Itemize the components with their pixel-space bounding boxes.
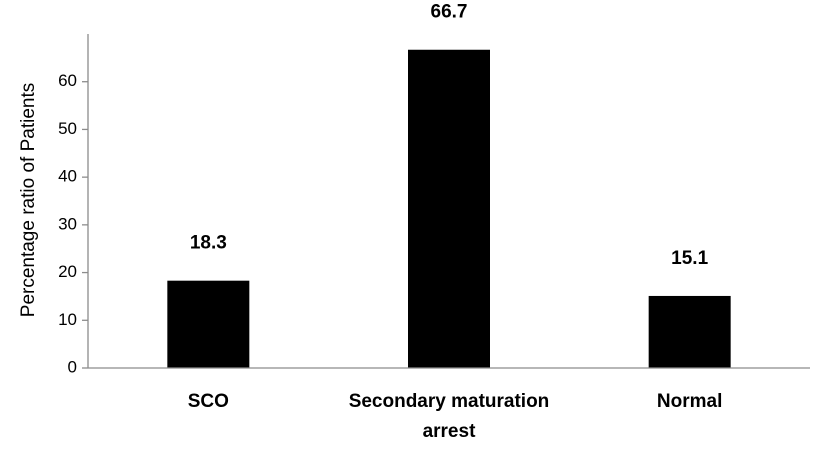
category-label: Secondary maturation arrest bbox=[349, 391, 550, 442]
bar bbox=[408, 49, 490, 368]
y-tick-label: 20 bbox=[58, 262, 77, 281]
data-labels: 18.3 66.7 15.1 bbox=[190, 2, 709, 269]
category-labels: SCO Secondary maturation arrest Normal bbox=[188, 391, 723, 442]
y-tick-label: 0 bbox=[68, 357, 77, 376]
category-label: SCO bbox=[188, 391, 229, 412]
bar bbox=[167, 280, 250, 368]
y-tick-label: 40 bbox=[58, 167, 77, 186]
data-label: 66.7 bbox=[431, 2, 468, 23]
y-tick-label: 50 bbox=[58, 119, 77, 138]
y-axis-title: Percentage ratio of Patients bbox=[18, 83, 39, 317]
y-tick-label: 60 bbox=[58, 71, 77, 90]
y-tick-label: 30 bbox=[58, 214, 77, 233]
y-axis-ticks: 0 10 20 30 40 50 60 bbox=[58, 71, 88, 376]
category-label: Normal bbox=[657, 391, 722, 412]
bars bbox=[167, 49, 731, 368]
data-label: 15.1 bbox=[671, 248, 708, 269]
bar bbox=[648, 295, 731, 368]
y-tick-label: 10 bbox=[58, 310, 77, 329]
data-label: 18.3 bbox=[190, 233, 227, 254]
